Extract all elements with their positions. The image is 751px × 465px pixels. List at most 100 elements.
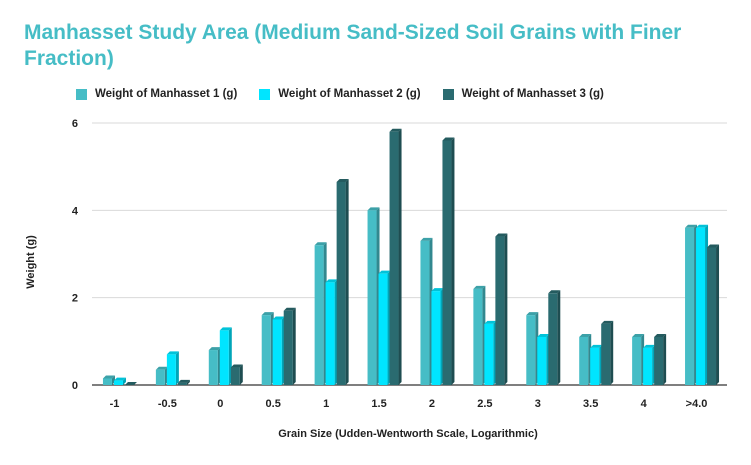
bar-top (208, 347, 221, 351)
bar (208, 350, 218, 385)
x-tick-label: 1 (323, 398, 329, 410)
bar (590, 347, 600, 385)
bar (272, 319, 282, 385)
bar-top (654, 333, 667, 337)
bar-side (716, 244, 720, 385)
x-tick-label: -1 (110, 398, 120, 410)
legend-item-series-2[interactable]: Weight of Manhasset 2 (g) (259, 88, 421, 100)
x-tick-label: -0.5 (158, 398, 177, 410)
legend-item-series-3[interactable]: Weight of Manhasset 3 (g) (442, 88, 604, 100)
bar (389, 131, 399, 385)
bar (378, 273, 388, 385)
bar-top (272, 316, 285, 320)
bar-top (113, 377, 126, 381)
bar-side (122, 377, 126, 385)
y-axis-label: Weight (g) (25, 235, 37, 289)
x-tick-label: 0.5 (266, 398, 281, 410)
bar-top (579, 333, 592, 337)
bar-top (155, 366, 168, 370)
bar-top (431, 288, 444, 292)
y-tick-label: 2 (72, 293, 78, 305)
legend-item-series-1[interactable]: Weight of Manhasset 1 (g) (76, 88, 237, 100)
bar-top (367, 207, 380, 211)
bar (155, 369, 165, 385)
bar (632, 336, 642, 385)
bar-side (292, 307, 296, 385)
bar-top (420, 237, 433, 241)
bar-side (175, 351, 179, 385)
bar-top (389, 128, 402, 132)
bar (230, 367, 240, 385)
bar-top (283, 307, 296, 311)
bar (442, 140, 452, 385)
x-tick-label: 2 (429, 398, 435, 410)
bar-top (601, 320, 614, 324)
bar (336, 181, 346, 385)
bar (696, 227, 706, 385)
y-tick-label: 0 (72, 380, 78, 392)
bar-side (345, 178, 349, 385)
bar-top (473, 285, 486, 289)
bar-top (548, 290, 561, 294)
bar-top (219, 327, 232, 331)
bar-top (102, 375, 115, 379)
x-tick-label: 3.5 (583, 398, 598, 410)
bar-side (186, 379, 190, 385)
bar-top (696, 224, 709, 228)
bar (261, 315, 271, 385)
bar (579, 336, 589, 385)
legend-swatch-series-1 (76, 88, 87, 100)
bar-side (663, 333, 667, 385)
bar-top (685, 224, 698, 228)
bar-top (484, 320, 497, 324)
bar-top (166, 351, 179, 355)
bar-top (314, 242, 327, 246)
bar-top (124, 382, 137, 385)
bar (166, 354, 176, 385)
legend-label-series-3: Weight of Manhasset 3 (g) (461, 88, 604, 100)
x-tick-label: 4 (641, 398, 648, 410)
bar (314, 245, 324, 385)
bar-top (336, 178, 349, 182)
bar (707, 247, 717, 385)
legend: Weight of Manhasset 1 (g) Weight of Manh… (76, 86, 626, 102)
bar (367, 210, 377, 385)
bar (654, 336, 664, 385)
bar (643, 347, 653, 385)
bar-top (442, 137, 455, 141)
bar-top (261, 312, 274, 316)
bar (219, 330, 229, 385)
x-tick-label: 1.5 (371, 398, 386, 410)
x-tick-label: >4.0 (686, 398, 708, 410)
legend-label-series-1: Weight of Manhasset 1 (g) (95, 88, 238, 100)
x-tick-label: 2.5 (477, 398, 492, 410)
legend-swatch-series-2 (259, 88, 271, 100)
bar-top (632, 333, 645, 337)
x-axis-label: Grain Size (Udden-Wentworth Scale, Logar… (278, 428, 538, 440)
bar-top (230, 364, 243, 368)
bar-side (239, 364, 243, 385)
bar (526, 315, 536, 385)
bar-top (495, 233, 508, 237)
bar-top (643, 344, 656, 348)
bar-top (526, 312, 539, 316)
bar (537, 336, 547, 385)
bar (420, 240, 430, 385)
bar-top (537, 333, 550, 337)
bar (473, 288, 483, 385)
bar-side (610, 320, 614, 385)
x-tick-label: 3 (535, 398, 541, 410)
bar-top (325, 279, 338, 283)
bar-top (707, 244, 720, 248)
bar (102, 378, 112, 385)
legend-swatch-series-3 (442, 88, 454, 100)
bar (495, 236, 505, 385)
bar (325, 282, 335, 385)
bar (685, 227, 695, 385)
bar (484, 323, 494, 385)
bar (177, 382, 187, 385)
bar-side (451, 137, 455, 385)
chart-title: Manhasset Study Area (Medium Sand-Sized … (24, 21, 682, 70)
bar-top (378, 270, 391, 274)
